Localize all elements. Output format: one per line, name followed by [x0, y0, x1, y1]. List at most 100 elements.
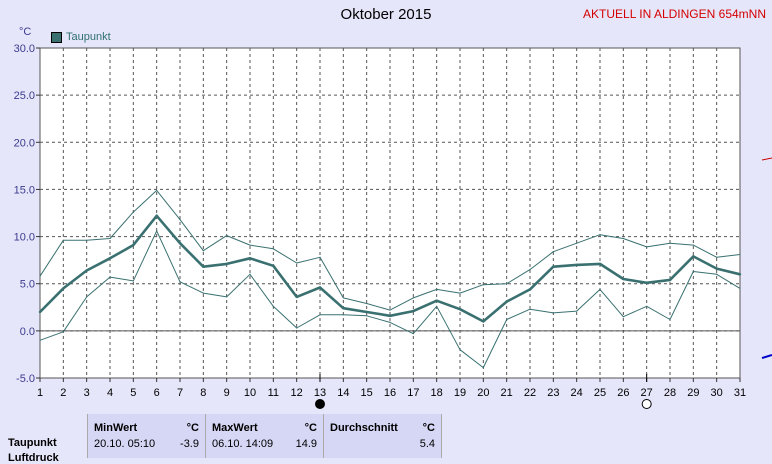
moon-markers: [315, 374, 652, 409]
data-point-min: [156, 230, 158, 232]
data-point-min: [179, 281, 181, 283]
legend-label: Taupunkt: [66, 31, 111, 43]
x-tick-label: 17: [407, 387, 419, 399]
data-point-max: [226, 235, 228, 237]
data-point-max: [342, 297, 344, 299]
data-point-min: [226, 296, 228, 298]
x-tick-label: 25: [594, 387, 606, 399]
data-point-min: [692, 270, 694, 273]
y-axis: 30.0 25.0 20.0 15.0 10.0 5.0 0.0 -5.0: [14, 43, 40, 385]
x-tick-label: 6: [154, 387, 160, 399]
data-point-mean: [738, 273, 742, 276]
data-point-mean: [645, 281, 648, 284]
data-point-mean: [155, 214, 158, 218]
avg-unit: °C: [422, 422, 435, 434]
data-point-mean: [248, 257, 252, 260]
data-point-min: [552, 312, 554, 314]
data-point-min: [272, 305, 274, 307]
data-point-max: [249, 244, 251, 246]
x-tick-label: 16: [384, 387, 396, 399]
legend-swatch: [51, 31, 62, 43]
data-point-mean: [318, 286, 322, 289]
data-point-max: [646, 246, 648, 248]
data-point-max: [109, 237, 111, 240]
data-point-mean: [272, 264, 275, 267]
x-tick-label: 26: [617, 387, 629, 399]
data-point-mean: [85, 269, 88, 272]
x-axis: 1 2 3 4 5 6 7 8 9 10 11 12 13 14 15 16 17 18 19 20 21 22 23 24 2…: [37, 378, 746, 399]
x-tick-label: 18: [431, 387, 443, 399]
y-tick-label: -5.0: [16, 373, 35, 385]
legend: Taupunkt: [51, 31, 111, 43]
data-point-mean: [342, 307, 345, 310]
data-point-min: [62, 331, 64, 333]
y-tick-label: 15.0: [14, 184, 35, 196]
data-point-mean: [202, 265, 205, 268]
data-point-min: [39, 339, 41, 341]
data-point-max: [389, 309, 391, 311]
data-point-max: [412, 297, 414, 299]
x-tick-label: 14: [337, 387, 349, 399]
data-point-mean: [62, 287, 65, 290]
min-value: -3.9: [180, 438, 199, 450]
x-tick-label: 30: [711, 387, 723, 399]
y-tick-label: 10.0: [14, 232, 35, 244]
y-tick-label: 5.0: [20, 279, 35, 291]
data-point-mean: [178, 241, 182, 245]
data-point-mean: [668, 278, 672, 282]
data-point-max: [716, 256, 718, 258]
y-tick-label: 25.0: [14, 90, 35, 102]
x-tick-label: 2: [60, 387, 66, 399]
x-tick-label: 12: [291, 387, 303, 399]
data-point-max: [692, 244, 694, 246]
data-point-min: [389, 321, 391, 323]
max-unit: °C: [304, 422, 317, 434]
data-point-min: [646, 305, 648, 307]
data-point-max: [202, 250, 204, 252]
y-tick-label: 0.0: [20, 326, 35, 338]
max-cell: MaxWert °C 06.10. 14:09 14.9: [205, 414, 323, 458]
x-tick-label: 15: [361, 387, 373, 399]
data-point-min: [249, 273, 251, 275]
data-point-max: [39, 275, 41, 277]
stats-empty-cell: [441, 414, 772, 458]
x-tick-label: 8: [200, 387, 206, 399]
data-point-min: [319, 314, 321, 316]
min-cell: MinWert °C 20.10. 05:10 -3.9: [87, 414, 205, 458]
data-point-mean: [458, 307, 462, 311]
x-tick-label: 1: [37, 387, 43, 399]
data-point-min: [576, 310, 578, 312]
data-point-mean: [528, 288, 532, 291]
data-point-min: [202, 292, 204, 294]
data-point-mean: [388, 314, 392, 317]
data-point-max: [506, 283, 508, 285]
data-point-min: [482, 367, 484, 369]
data-point-min: [296, 327, 298, 329]
new-moon-icon: [641, 399, 652, 409]
data-point-min: [669, 318, 671, 321]
data-point-min: [132, 280, 134, 282]
data-point-min: [109, 276, 111, 278]
data-point-mean: [552, 265, 555, 268]
data-point-min: [412, 333, 414, 335]
x-tick-label: 19: [454, 387, 466, 399]
max-header: MaxWert: [212, 422, 258, 434]
data-point-max: [366, 302, 368, 305]
data-point-max: [296, 262, 298, 264]
data-point-min: [342, 314, 344, 316]
x-tick-label: 28: [664, 387, 676, 399]
x-tick-label: 11: [268, 387, 279, 399]
y-tick-label: 30.0: [14, 43, 35, 55]
y-tick-label: 20.0: [14, 137, 35, 149]
x-tick-label: 27: [641, 387, 653, 399]
data-point-min: [739, 287, 741, 290]
x-tick-label: 31: [734, 387, 746, 399]
data-point-min: [529, 308, 531, 310]
stats-row-label: Taupunkt: [8, 437, 57, 449]
x-tick-label: 5: [130, 387, 136, 399]
stats-panel: MinWert °C 20.10. 05:10 -3.9 MaxWert °C …: [0, 414, 772, 458]
data-point-min: [506, 318, 508, 321]
data-point-max: [86, 239, 88, 241]
data-point-mean: [505, 300, 508, 303]
